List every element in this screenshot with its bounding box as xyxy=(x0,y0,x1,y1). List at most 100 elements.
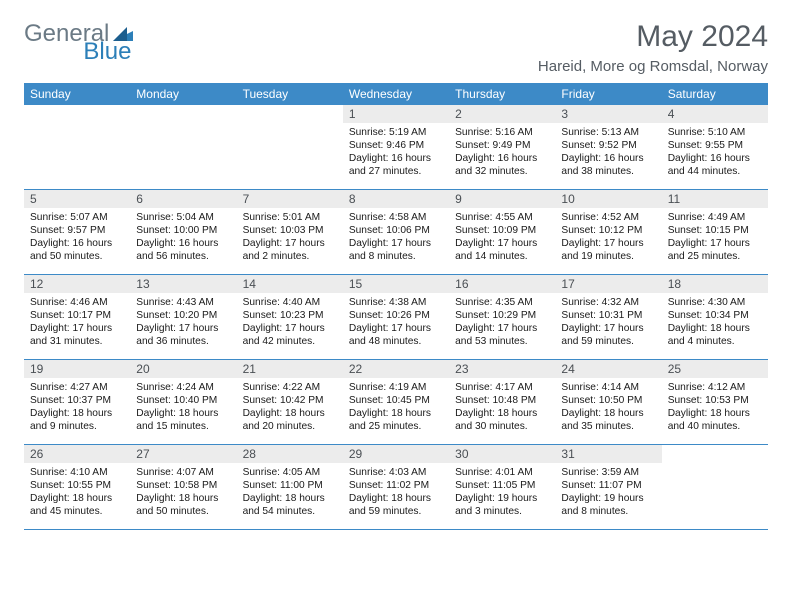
sunrise-text: Sunrise: 5:10 AM xyxy=(668,126,762,139)
week-row: 1Sunrise: 5:19 AMSunset: 9:46 PMDaylight… xyxy=(24,105,768,190)
sunset-text: Sunset: 9:57 PM xyxy=(30,224,124,237)
day-number: 30 xyxy=(449,445,555,463)
day-number: 22 xyxy=(343,360,449,378)
day-number: 4 xyxy=(662,105,768,123)
sunset-text: Sunset: 9:52 PM xyxy=(561,139,655,152)
day-body: Sunrise: 4:32 AMSunset: 10:31 PMDaylight… xyxy=(555,293,661,354)
sunrise-text: Sunrise: 4:40 AM xyxy=(243,296,337,309)
daylight-text: Daylight: 18 hours and 50 minutes. xyxy=(136,492,230,518)
day-cell: 5Sunrise: 5:07 AMSunset: 9:57 PMDaylight… xyxy=(24,190,130,274)
sunrise-text: Sunrise: 4:07 AM xyxy=(136,466,230,479)
daylight-text: Daylight: 18 hours and 20 minutes. xyxy=(243,407,337,433)
sunset-text: Sunset: 10:06 PM xyxy=(349,224,443,237)
day-body: Sunrise: 4:43 AMSunset: 10:20 PMDaylight… xyxy=(130,293,236,354)
day-cell: 28Sunrise: 4:05 AMSunset: 11:00 PMDaylig… xyxy=(237,445,343,529)
weekday-header: Thursday xyxy=(449,83,555,105)
day-number: 16 xyxy=(449,275,555,293)
day-number: 19 xyxy=(24,360,130,378)
sunrise-text: Sunrise: 4:05 AM xyxy=(243,466,337,479)
day-body: Sunrise: 5:10 AMSunset: 9:55 PMDaylight:… xyxy=(662,123,768,184)
week-row: 12Sunrise: 4:46 AMSunset: 10:17 PMDaylig… xyxy=(24,275,768,360)
sunrise-text: Sunrise: 4:17 AM xyxy=(455,381,549,394)
daylight-text: Daylight: 16 hours and 27 minutes. xyxy=(349,152,443,178)
sunset-text: Sunset: 11:05 PM xyxy=(455,479,549,492)
day-body: Sunrise: 4:30 AMSunset: 10:34 PMDaylight… xyxy=(662,293,768,354)
day-cell: 4Sunrise: 5:10 AMSunset: 9:55 PMDaylight… xyxy=(662,105,768,189)
day-number: 20 xyxy=(130,360,236,378)
day-number: 23 xyxy=(449,360,555,378)
day-cell: 31Sunrise: 3:59 AMSunset: 11:07 PMDaylig… xyxy=(555,445,661,529)
daylight-text: Daylight: 17 hours and 53 minutes. xyxy=(455,322,549,348)
sunrise-text: Sunrise: 5:01 AM xyxy=(243,211,337,224)
sunset-text: Sunset: 10:58 PM xyxy=(136,479,230,492)
day-body: Sunrise: 4:17 AMSunset: 10:48 PMDaylight… xyxy=(449,378,555,439)
sunrise-text: Sunrise: 4:49 AM xyxy=(668,211,762,224)
daylight-text: Daylight: 17 hours and 25 minutes. xyxy=(668,237,762,263)
day-number: 28 xyxy=(237,445,343,463)
daylight-text: Daylight: 18 hours and 9 minutes. xyxy=(30,407,124,433)
day-body: Sunrise: 4:49 AMSunset: 10:15 PMDaylight… xyxy=(662,208,768,269)
day-number: 21 xyxy=(237,360,343,378)
day-body: Sunrise: 4:55 AMSunset: 10:09 PMDaylight… xyxy=(449,208,555,269)
sunrise-text: Sunrise: 4:43 AM xyxy=(136,296,230,309)
daylight-text: Daylight: 17 hours and 36 minutes. xyxy=(136,322,230,348)
day-cell xyxy=(24,105,130,189)
day-body: Sunrise: 5:13 AMSunset: 9:52 PMDaylight:… xyxy=(555,123,661,184)
day-body: Sunrise: 4:24 AMSunset: 10:40 PMDaylight… xyxy=(130,378,236,439)
daylight-text: Daylight: 19 hours and 8 minutes. xyxy=(561,492,655,518)
day-number: 10 xyxy=(555,190,661,208)
day-number xyxy=(130,105,236,109)
day-body: Sunrise: 4:58 AMSunset: 10:06 PMDaylight… xyxy=(343,208,449,269)
day-body: Sunrise: 4:12 AMSunset: 10:53 PMDaylight… xyxy=(662,378,768,439)
sunset-text: Sunset: 10:09 PM xyxy=(455,224,549,237)
daylight-text: Daylight: 17 hours and 42 minutes. xyxy=(243,322,337,348)
day-number: 11 xyxy=(662,190,768,208)
day-cell xyxy=(130,105,236,189)
daylight-text: Daylight: 17 hours and 2 minutes. xyxy=(243,237,337,263)
day-cell: 12Sunrise: 4:46 AMSunset: 10:17 PMDaylig… xyxy=(24,275,130,359)
sunset-text: Sunset: 11:00 PM xyxy=(243,479,337,492)
sunrise-text: Sunrise: 4:58 AM xyxy=(349,211,443,224)
sunset-text: Sunset: 10:53 PM xyxy=(668,394,762,407)
day-cell: 17Sunrise: 4:32 AMSunset: 10:31 PMDaylig… xyxy=(555,275,661,359)
sunset-text: Sunset: 11:07 PM xyxy=(561,479,655,492)
week-row: 26Sunrise: 4:10 AMSunset: 10:55 PMDaylig… xyxy=(24,445,768,530)
daylight-text: Daylight: 18 hours and 4 minutes. xyxy=(668,322,762,348)
day-cell: 26Sunrise: 4:10 AMSunset: 10:55 PMDaylig… xyxy=(24,445,130,529)
sunset-text: Sunset: 10:55 PM xyxy=(30,479,124,492)
day-number xyxy=(662,445,768,449)
day-cell: 7Sunrise: 5:01 AMSunset: 10:03 PMDayligh… xyxy=(237,190,343,274)
sunrise-text: Sunrise: 5:04 AM xyxy=(136,211,230,224)
day-number xyxy=(24,105,130,109)
day-cell: 19Sunrise: 4:27 AMSunset: 10:37 PMDaylig… xyxy=(24,360,130,444)
sunset-text: Sunset: 10:03 PM xyxy=(243,224,337,237)
day-cell: 9Sunrise: 4:55 AMSunset: 10:09 PMDayligh… xyxy=(449,190,555,274)
sunrise-text: Sunrise: 4:32 AM xyxy=(561,296,655,309)
day-body: Sunrise: 4:46 AMSunset: 10:17 PMDaylight… xyxy=(24,293,130,354)
daylight-text: Daylight: 17 hours and 14 minutes. xyxy=(455,237,549,263)
sunrise-text: Sunrise: 4:55 AM xyxy=(455,211,549,224)
daylight-text: Daylight: 18 hours and 35 minutes. xyxy=(561,407,655,433)
sunset-text: Sunset: 10:00 PM xyxy=(136,224,230,237)
weekday-header: Monday xyxy=(130,83,236,105)
day-number: 17 xyxy=(555,275,661,293)
day-body: Sunrise: 5:01 AMSunset: 10:03 PMDaylight… xyxy=(237,208,343,269)
sunset-text: Sunset: 10:26 PM xyxy=(349,309,443,322)
day-body: Sunrise: 4:22 AMSunset: 10:42 PMDaylight… xyxy=(237,378,343,439)
day-number: 29 xyxy=(343,445,449,463)
day-number: 26 xyxy=(24,445,130,463)
daylight-text: Daylight: 17 hours and 19 minutes. xyxy=(561,237,655,263)
day-body: Sunrise: 5:07 AMSunset: 9:57 PMDaylight:… xyxy=(24,208,130,269)
week-row: 19Sunrise: 4:27 AMSunset: 10:37 PMDaylig… xyxy=(24,360,768,445)
day-cell: 8Sunrise: 4:58 AMSunset: 10:06 PMDayligh… xyxy=(343,190,449,274)
day-cell: 20Sunrise: 4:24 AMSunset: 10:40 PMDaylig… xyxy=(130,360,236,444)
day-cell: 14Sunrise: 4:40 AMSunset: 10:23 PMDaylig… xyxy=(237,275,343,359)
sunrise-text: Sunrise: 4:30 AM xyxy=(668,296,762,309)
weekday-header: Wednesday xyxy=(343,83,449,105)
daylight-text: Daylight: 18 hours and 45 minutes. xyxy=(30,492,124,518)
month-title: May 2024 xyxy=(538,20,768,54)
sunset-text: Sunset: 10:42 PM xyxy=(243,394,337,407)
sunset-text: Sunset: 9:55 PM xyxy=(668,139,762,152)
day-body: Sunrise: 4:35 AMSunset: 10:29 PMDaylight… xyxy=(449,293,555,354)
daylight-text: Daylight: 16 hours and 38 minutes. xyxy=(561,152,655,178)
